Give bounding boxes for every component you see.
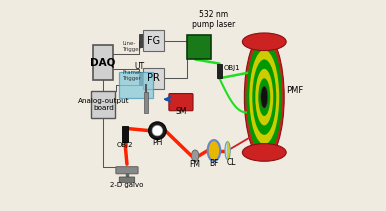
FancyBboxPatch shape xyxy=(169,93,193,111)
Text: 2-D galvo: 2-D galvo xyxy=(110,182,144,188)
Circle shape xyxy=(152,125,163,136)
Text: UT: UT xyxy=(134,62,145,71)
Text: DAQ: DAQ xyxy=(90,58,115,68)
FancyBboxPatch shape xyxy=(91,91,115,118)
Bar xyxy=(119,72,153,98)
Text: Analog-output
board: Analog-output board xyxy=(78,98,129,111)
Text: FM: FM xyxy=(190,160,201,169)
Text: Line-
Trigger: Line- Trigger xyxy=(122,41,141,52)
Text: PMF: PMF xyxy=(286,86,303,95)
Ellipse shape xyxy=(252,59,276,135)
FancyBboxPatch shape xyxy=(93,45,113,80)
FancyBboxPatch shape xyxy=(116,167,138,174)
Ellipse shape xyxy=(225,142,230,160)
Ellipse shape xyxy=(244,34,284,160)
Text: CL: CL xyxy=(227,158,236,167)
Text: PH: PH xyxy=(152,138,163,147)
Ellipse shape xyxy=(258,78,270,116)
Text: 532 nm
pump laser: 532 nm pump laser xyxy=(192,9,235,29)
FancyBboxPatch shape xyxy=(143,30,164,51)
Text: FG: FG xyxy=(147,35,160,46)
Text: SM: SM xyxy=(176,107,187,116)
Ellipse shape xyxy=(261,86,268,108)
Bar xyxy=(122,126,128,142)
Ellipse shape xyxy=(208,140,220,161)
Ellipse shape xyxy=(261,86,268,108)
Ellipse shape xyxy=(242,144,286,161)
Ellipse shape xyxy=(246,41,282,154)
FancyBboxPatch shape xyxy=(187,35,211,59)
FancyBboxPatch shape xyxy=(143,68,164,89)
Circle shape xyxy=(149,122,166,139)
FancyBboxPatch shape xyxy=(139,72,143,85)
Text: BF: BF xyxy=(209,159,219,168)
Text: PR: PR xyxy=(147,73,160,83)
FancyBboxPatch shape xyxy=(139,34,143,47)
Bar xyxy=(144,92,148,113)
Ellipse shape xyxy=(191,150,199,162)
Ellipse shape xyxy=(249,50,279,144)
Text: OBJ1: OBJ1 xyxy=(223,65,240,71)
Text: Frame-
Trigger: Frame- Trigger xyxy=(122,70,142,81)
Text: OBJ2: OBJ2 xyxy=(117,142,133,148)
Ellipse shape xyxy=(255,69,273,125)
Ellipse shape xyxy=(242,33,286,51)
Bar xyxy=(217,64,222,78)
FancyBboxPatch shape xyxy=(119,177,135,183)
